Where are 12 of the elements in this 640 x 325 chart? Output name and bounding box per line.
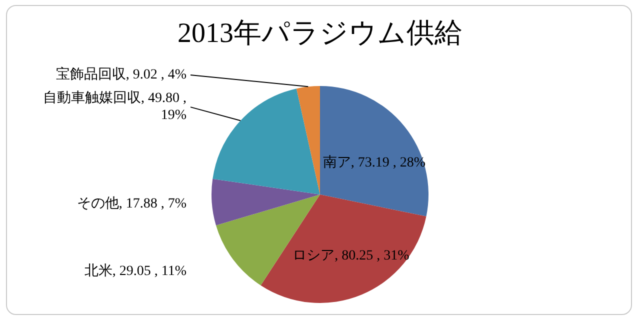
data-label: , 49.80 , 19% <box>141 91 187 124</box>
chart-title: 2013年パラジウム供給 <box>176 17 464 51</box>
slice-label: その他 <box>76 195 119 212</box>
data-label: , 29.05 , 11% <box>112 264 187 279</box>
data-label: , 80.25 , 31% <box>334 248 410 264</box>
slice-label: 宝飾品回収 <box>56 66 126 83</box>
slice-label: 自動車触媒回収 <box>43 90 141 106</box>
slice-label: 北米 <box>84 262 112 279</box>
data-label: , 9.02 , 4% <box>126 68 187 83</box>
slice-label: ロシア <box>292 248 335 264</box>
data-label: , 17.88 , 7% <box>118 196 187 212</box>
slice-label: 南ア <box>322 154 351 170</box>
